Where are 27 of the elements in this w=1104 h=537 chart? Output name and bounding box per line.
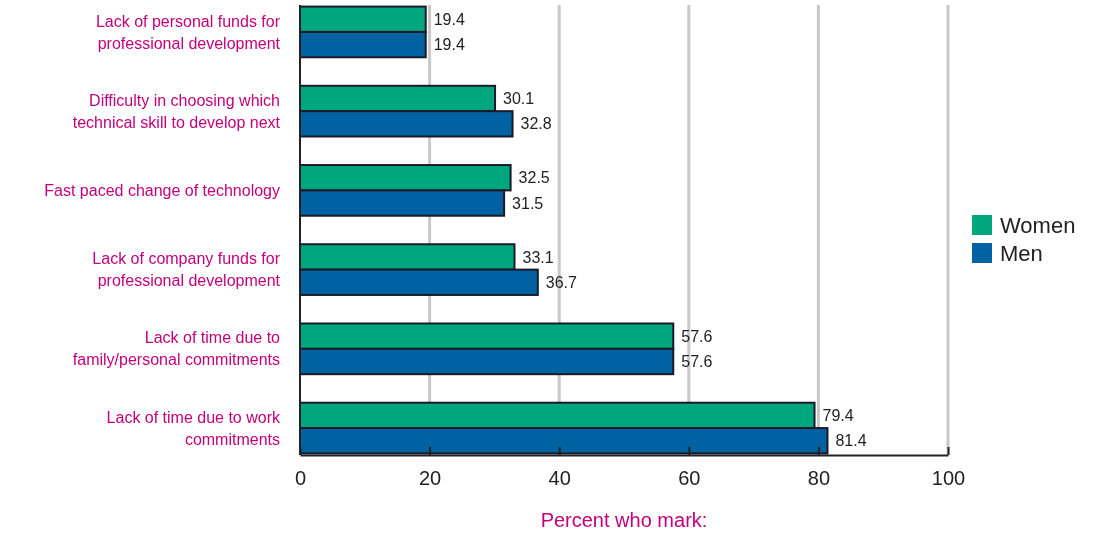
data-label: 79.4 [822, 406, 854, 424]
x-tick-label: 80 [807, 467, 831, 490]
legend-label: Women [1000, 212, 1076, 238]
x-axis-title: Percent who mark: [540, 509, 708, 531]
data-label: 81.4 [835, 432, 867, 450]
data-label: 36.7 [545, 273, 578, 291]
data-label: 31.5 [512, 194, 544, 212]
x-tick-label: 20 [418, 467, 442, 490]
x-tick-label: 60 [678, 467, 701, 490]
data-label: 32.8 [520, 115, 552, 133]
y-tick-label: Lack of time due to family/personal commitments [72, 329, 281, 369]
y-tick-label: Fast paced change of technology [44, 181, 280, 199]
data-label: 57.6 [681, 327, 713, 345]
y-tick-label: Lack of company funds for professional development [92, 250, 281, 290]
y-tick-label: Difficulty in choosing which technical skill to develop next [72, 91, 281, 131]
y-tick-label: Lack of time due to work commitments [106, 408, 281, 448]
data-label: 19.4 [433, 36, 465, 54]
y-tick-label: Lack of personal funds for professional development [95, 12, 281, 52]
x-tick-label: 40 [548, 467, 571, 490]
data-label: 32.5 [518, 169, 550, 187]
x-tick-label: 0 [294, 467, 307, 490]
legend-label: Men [1000, 240, 1043, 266]
data-label: 57.6 [681, 353, 713, 371]
data-label: 30.1 [503, 90, 535, 108]
data-label: 33.1 [522, 248, 554, 266]
data-label: 19.4 [433, 10, 465, 28]
x-tick-label: 100 [931, 467, 966, 490]
